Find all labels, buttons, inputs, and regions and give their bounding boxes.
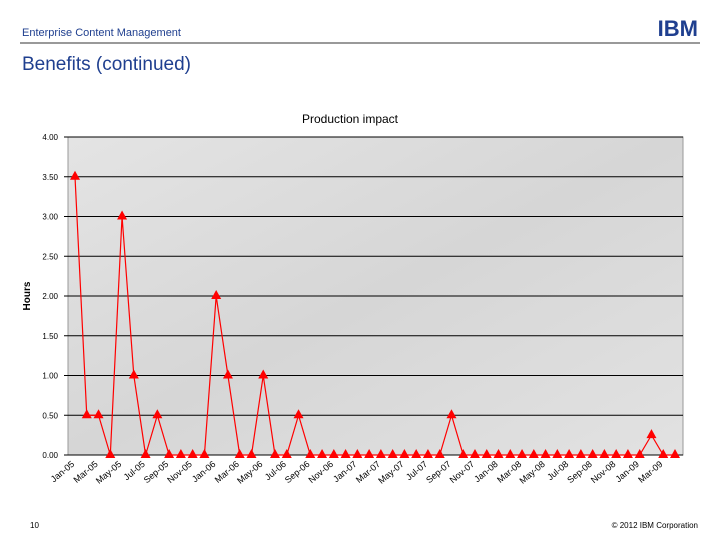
data-marker [481,449,492,458]
x-tick-label: Nov-08 [589,459,618,485]
y-tick-label: 3.00 [42,213,58,222]
data-marker [305,449,316,458]
data-marker [187,449,198,458]
y-tick-label: 0.00 [42,451,58,460]
data-marker [446,409,457,419]
data-marker [458,449,469,458]
data-marker [634,449,645,458]
data-marker [434,449,445,458]
data-marker [117,210,128,220]
data-marker [317,449,328,458]
data-marker [399,449,410,458]
section-label: Enterprise Content Management [22,27,181,39]
x-tick-label: Sep-07 [424,459,453,485]
y-tick-label: 2.50 [42,252,58,261]
x-tick-label: Sep-06 [283,459,312,485]
data-marker [517,449,528,458]
slide-title: Benefits (continued) [22,54,191,75]
x-tick-label: Nov-07 [448,459,477,485]
data-marker [246,449,257,458]
data-marker [234,449,245,458]
x-tick-label: Jan-07 [331,459,359,484]
x-tick-label: Sep-05 [142,459,171,485]
x-tick-label: May-06 [235,459,264,486]
data-marker [622,449,633,458]
y-axis-label: Hours [22,281,33,310]
x-tick-label: May-05 [94,459,123,486]
data-marker [93,409,104,419]
x-tick-label: Jan-09 [613,459,641,484]
x-tick-label: Jan-05 [49,459,77,484]
data-marker [70,170,80,180]
data-marker [328,449,339,458]
data-marker [552,449,563,458]
logo: IBM [658,16,698,41]
data-marker [175,449,186,458]
data-marker [540,449,551,458]
data-marker [411,449,422,458]
chart-title: Production impact [302,112,399,126]
data-marker [81,409,92,419]
data-marker [352,449,363,458]
data-marker [470,449,480,458]
x-tick-label: Nov-06 [306,459,335,485]
data-marker [670,449,680,458]
y-tick-label: 2.00 [42,292,58,301]
data-marker [281,449,292,458]
data-marker [340,449,351,458]
data-marker [564,449,575,458]
data-marker [258,369,269,379]
data-marker [128,369,139,379]
page-number: 10 [30,521,39,530]
data-marker [422,449,433,458]
data-marker [152,409,163,419]
data-marker [387,449,398,458]
x-tick-label: Mar-09 [636,459,664,485]
y-tick-label: 3.50 [42,173,58,182]
data-marker [293,409,304,419]
x-tick-label: Nov-05 [165,459,194,485]
data-marker [105,449,116,458]
data-marker [658,449,669,458]
data-marker [599,449,610,458]
data-marker [611,449,622,458]
data-marker [364,449,375,458]
data-marker [528,449,539,458]
data-marker [140,449,151,458]
data-marker [646,429,657,439]
y-tick-label: 4.00 [42,133,58,142]
x-tick-label: May-08 [517,459,546,486]
data-marker [587,449,598,458]
x-tick-label: May-07 [376,459,405,486]
data-marker [211,290,222,299]
y-tick-label: 1.50 [42,332,58,341]
x-tick-label: Sep-08 [565,459,594,485]
data-marker [199,449,210,458]
series-line [74,176,675,456]
data-marker [164,449,175,458]
y-tick-label: 0.50 [42,411,58,420]
data-marker [270,449,280,458]
data-marker [505,449,516,458]
copyright: © 2012 IBM Corporation [612,521,698,530]
x-tick-label: Jan-06 [190,459,218,484]
data-marker [222,369,233,379]
y-tick-label: 1.00 [42,372,58,381]
data-marker [575,449,586,458]
data-marker [375,449,386,458]
x-tick-label: Jan-08 [472,459,500,484]
data-marker [493,449,504,458]
